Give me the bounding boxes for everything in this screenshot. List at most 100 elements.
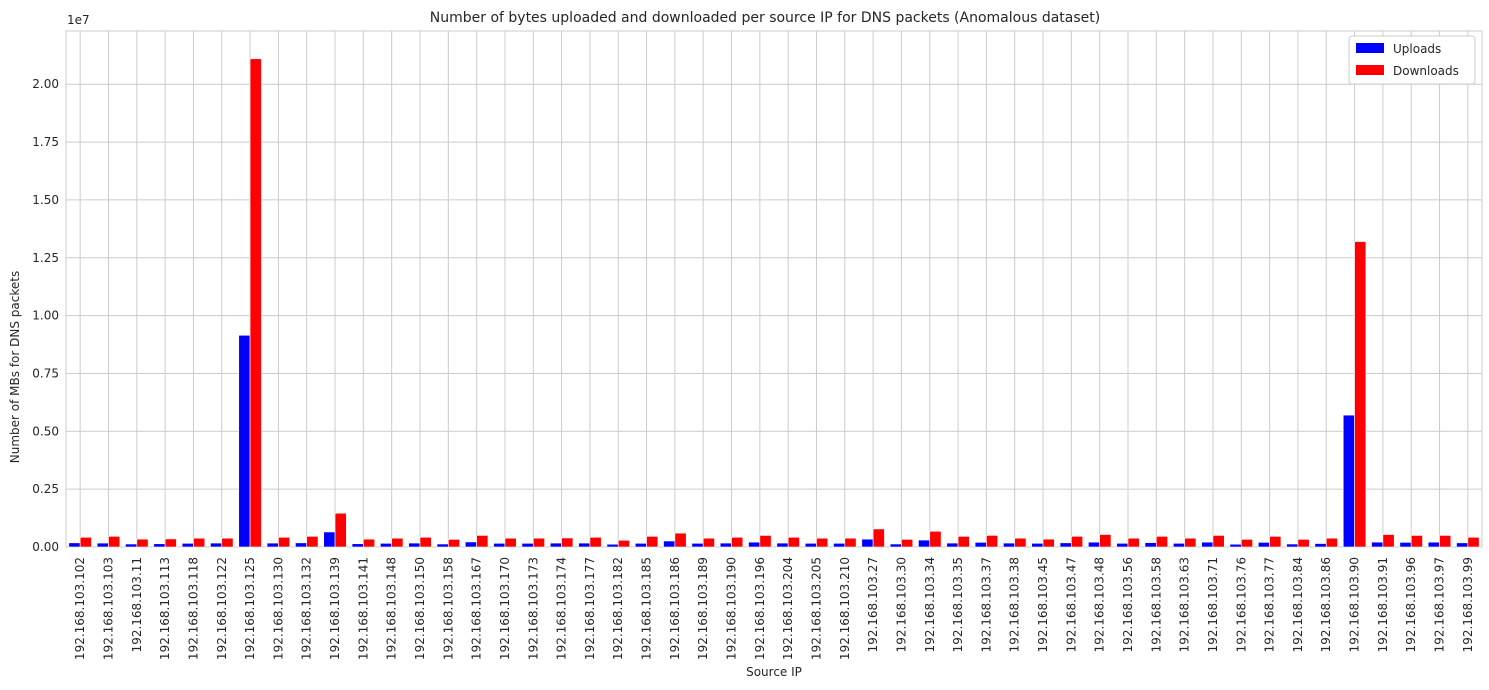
bar-downloads xyxy=(504,537,517,548)
bar-uploads xyxy=(833,542,846,548)
bar-downloads xyxy=(617,539,630,548)
bar-downloads xyxy=(1156,536,1168,548)
x-tick-label: 192.168.103.148 xyxy=(385,557,399,660)
x-tick-label: 192.168.103.182 xyxy=(611,557,625,660)
x-tick-label: 192.168.103.35 xyxy=(951,557,965,652)
bar-downloads xyxy=(702,537,715,548)
bar-uploads xyxy=(804,542,817,548)
bar-downloads xyxy=(1014,537,1027,548)
x-tick-label: 192.168.103.174 xyxy=(555,557,569,660)
x-tick-label: 192.168.103.141 xyxy=(356,557,370,660)
bar-downloads xyxy=(1042,538,1055,548)
x-tick-label: 192.168.103.77 xyxy=(1263,557,1277,652)
x-tick-label: 192.168.103.190 xyxy=(725,557,739,660)
bar-uploads xyxy=(1371,541,1384,548)
x-tick-label: 192.168.103.63 xyxy=(1178,557,1192,652)
x-tick-label: 192.168.103.90 xyxy=(1348,557,1362,652)
bar-downloads xyxy=(448,539,460,548)
bar-downloads xyxy=(193,537,206,548)
x-tick-label: 192.168.103.177 xyxy=(583,557,597,660)
bar-uploads xyxy=(493,542,506,548)
bar-downloads xyxy=(872,528,885,548)
bar-layer xyxy=(68,58,1480,548)
bar-uploads xyxy=(776,542,789,548)
bar-downloads xyxy=(816,537,829,548)
y-tick-label: 0.50 xyxy=(32,424,59,438)
bar-uploads xyxy=(521,542,534,548)
x-tick-label: 192.168.103.205 xyxy=(809,557,823,660)
bar-uploads xyxy=(946,542,959,548)
bar-uploads xyxy=(1257,542,1270,548)
bar-uploads xyxy=(96,542,109,548)
y-tick-label: 1.25 xyxy=(32,251,59,265)
bar-uploads xyxy=(238,334,251,548)
legend-label-downloads: Downloads xyxy=(1393,64,1459,78)
x-tick-label: 192.168.103.150 xyxy=(413,557,427,660)
x-tick-label: 192.168.103.84 xyxy=(1291,557,1305,652)
x-tick-label: 192.168.103.186 xyxy=(668,557,682,660)
bar-uploads xyxy=(1088,541,1100,548)
bar-uploads xyxy=(323,531,336,548)
bar-uploads xyxy=(918,539,931,548)
bar-downloads xyxy=(1439,535,1452,548)
bar-downloads xyxy=(1382,534,1395,548)
bar-downloads xyxy=(1467,536,1480,548)
bar-downloads xyxy=(532,537,545,548)
bar-downloads xyxy=(1184,537,1197,548)
bar-uploads xyxy=(1456,542,1469,548)
x-tick-label: 192.168.103.96 xyxy=(1404,557,1418,652)
bar-uploads xyxy=(436,543,449,548)
x-tick-label: 192.168.103.86 xyxy=(1319,557,1333,652)
bar-downloads xyxy=(731,536,744,548)
chart-title: Number of bytes uploaded and downloaded … xyxy=(430,10,1100,26)
bar-uploads xyxy=(181,542,194,548)
bar-uploads xyxy=(210,542,223,548)
bar-downloads xyxy=(901,539,914,548)
bar-downloads xyxy=(1099,534,1112,548)
x-tick-label: 192.168.103.34 xyxy=(923,557,937,652)
bar-downloads xyxy=(391,537,404,548)
bar-uploads xyxy=(1059,542,1072,548)
x-tick-label: 192.168.103.170 xyxy=(498,557,512,660)
x-tick-label: 192.168.103.189 xyxy=(696,557,710,660)
bar-uploads xyxy=(634,542,647,548)
bar-uploads xyxy=(380,542,392,548)
bar-uploads xyxy=(266,542,279,548)
bar-downloads xyxy=(759,535,772,548)
bar-uploads xyxy=(1427,541,1440,548)
legend-label-uploads: Uploads xyxy=(1393,42,1441,56)
bar-uploads xyxy=(1116,542,1129,548)
y-axis-label: Number of MBs for DNS packets xyxy=(8,271,22,463)
bar-uploads xyxy=(1031,542,1044,548)
x-tick-label: 192.168.103.30 xyxy=(894,557,908,652)
x-tick-label: 192.168.103.139 xyxy=(328,557,342,660)
bar-downloads xyxy=(306,536,319,548)
axis-layer: 0.00 0.25 0.50 0.75 1.00 1.25 1.50 1.75 2.00 192.… xyxy=(32,77,1475,660)
bar-downloads xyxy=(561,537,574,548)
bar-downloads xyxy=(108,536,121,548)
bar-uploads xyxy=(351,543,364,548)
x-tick-label: 192.168.103.71 xyxy=(1206,557,1220,652)
bar-downloads xyxy=(1212,535,1225,548)
bar-uploads xyxy=(549,542,562,548)
bar-uploads xyxy=(606,543,619,548)
bar-downloads xyxy=(1269,536,1282,548)
x-tick-label: 192.168.103.158 xyxy=(441,557,455,660)
x-tick-label: 192.168.103.210 xyxy=(838,557,852,660)
bar-downloads xyxy=(957,536,970,548)
bar-uploads xyxy=(861,538,874,548)
x-tick-label: 192.168.103.113 xyxy=(158,557,172,660)
x-tick-label: 192.168.103.130 xyxy=(271,557,285,660)
bar-uploads xyxy=(691,542,704,548)
bar-downloads xyxy=(1127,537,1140,548)
x-tick-label: 192.168.103.167 xyxy=(470,557,484,660)
bar-downloads xyxy=(278,536,291,548)
bar-uploads xyxy=(719,542,732,548)
bar-downloads xyxy=(419,536,432,548)
legend-swatch-downloads xyxy=(1356,65,1384,75)
x-tick-label: 192.168.103.173 xyxy=(526,557,540,660)
bar-downloads xyxy=(646,536,659,548)
x-tick-label: 192.168.103.103 xyxy=(101,557,115,660)
bar-downloads xyxy=(1297,539,1310,548)
